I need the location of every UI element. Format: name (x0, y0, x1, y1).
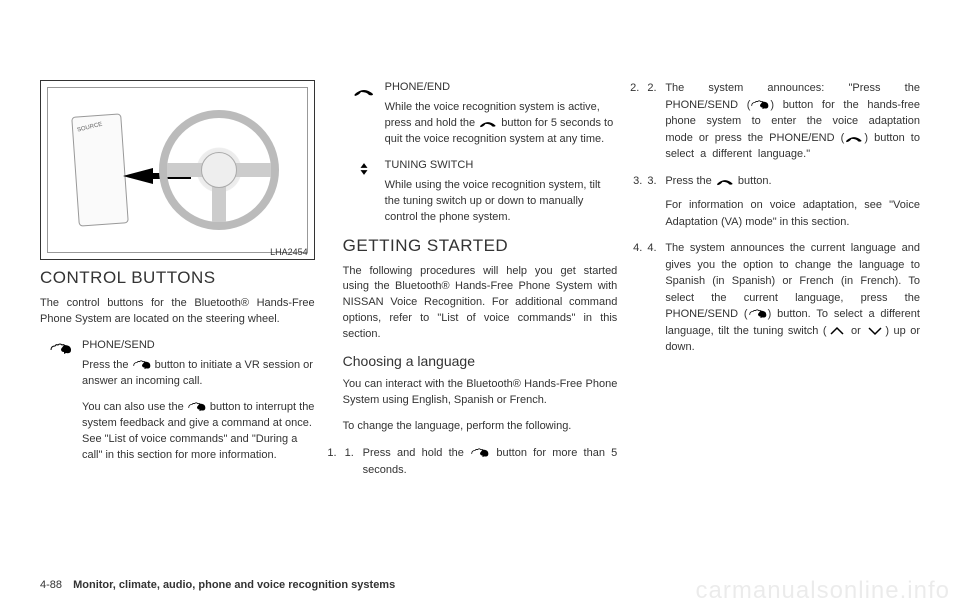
para-lang-intro1: You can interact with the Bluetooth® Han… (343, 377, 618, 409)
up-chevron-icon (827, 325, 847, 337)
phone-end-text: While the voice recognition system is ac… (385, 100, 618, 148)
page-number: 4-88 (40, 579, 62, 591)
talk-icon-inline (470, 447, 490, 459)
talk-icon-inline (132, 359, 152, 371)
phone-send-extra: You can also use the button to interrupt… (82, 400, 315, 464)
arrow-indicator (123, 168, 153, 184)
heading-choosing-language: Choosing a language (343, 353, 618, 369)
step-2: The system announces: "Press the PHONE/S… (645, 80, 920, 163)
phone-send-label: PHONE/SEND (82, 338, 315, 354)
phone-send-text: Press the button to initiate a VR sessio… (82, 358, 315, 390)
para-lang-intro2: To change the language, perform the foll… (343, 419, 618, 435)
row-phone-send: PHONE/SEND Press the button to initiate … (40, 338, 315, 390)
down-chevron-icon (865, 325, 885, 337)
figure-inner: SOURCE (47, 87, 308, 253)
row-phone-end: PHONE/END While the voice recognition sy… (343, 80, 618, 148)
source-label: SOURCE (77, 122, 103, 134)
watermark: carmanualsonline.info (696, 577, 950, 605)
wheel-hub (201, 152, 237, 188)
para-control-intro: The control buttons for the Bluetooth® H… (40, 296, 315, 328)
heading-getting-started: GETTING STARTED (343, 236, 618, 256)
section-title: Monitor, climate, audio, phone and voice… (73, 579, 395, 591)
phone-send-body: PHONE/SEND Press the button to initiate … (82, 338, 315, 390)
row-phone-send-extra: You can also use the button to interrupt… (40, 400, 315, 464)
row-tuning: TUNING SWITCH While using the voice reco… (343, 158, 618, 226)
steering-wheel-graphic (159, 110, 279, 230)
source-button-panel: SOURCE (71, 113, 129, 226)
para-getting-intro: The following procedures will help you g… (343, 264, 618, 344)
figure-label: LHA2454 (270, 247, 308, 257)
talk-icon-inline (750, 99, 770, 111)
tuning-text: While using the voice recognition system… (385, 178, 618, 226)
talk-icon-inline (187, 401, 207, 413)
tune-icon (343, 158, 385, 178)
heading-control-buttons: CONTROL BUTTONS (40, 268, 315, 288)
tuning-label: TUNING SWITCH (385, 158, 618, 174)
page-footer: 4-88 Monitor, climate, audio, phone and … (40, 579, 395, 591)
step-3-note: For information on voice adaptation, see… (665, 197, 920, 230)
talk-icon-inline (748, 308, 768, 320)
phone-icon-inline (844, 132, 864, 144)
phone-icon-inline (478, 117, 498, 129)
step-1: Press and hold the button for more than … (343, 445, 618, 478)
phone-end-label: PHONE/END (385, 80, 618, 96)
step-3: Press the button. For information on voi… (645, 173, 920, 231)
page-content: SOURCE LHA2454 CONTROL BUTTONS The contr… (0, 0, 960, 530)
figure-steering-wheel: SOURCE LHA2454 (40, 80, 315, 260)
phone-end-body: PHONE/END While the voice recognition sy… (385, 80, 618, 148)
step-4: The system announces the current languag… (645, 240, 920, 356)
phone-icon-inline (715, 175, 735, 187)
phone-icon (343, 80, 385, 100)
tuning-body: TUNING SWITCH While using the voice reco… (385, 158, 618, 226)
talk-icon (40, 338, 82, 358)
